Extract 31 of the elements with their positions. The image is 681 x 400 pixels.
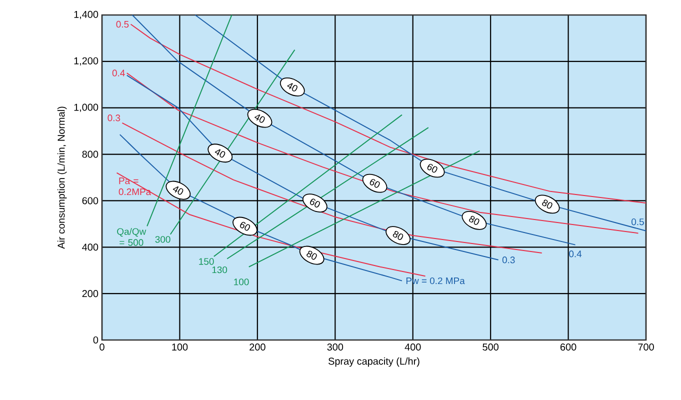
x-tick-label: 400 (404, 344, 421, 351)
y-tick-label: 1,400 (74, 10, 98, 20)
series-label: 0.5 (632, 218, 644, 226)
y-tick-label: 0 (93, 336, 98, 344)
line-series (194, 14, 646, 232)
x-tick-label: 700 (638, 344, 654, 351)
series-label: 150 (199, 258, 214, 265)
y-tick-label: 600 (82, 197, 98, 204)
x-tick-label: 300 (327, 344, 344, 351)
series-label: Pa = 0.2MPa (118, 178, 152, 196)
x-tick-label: 500 (482, 344, 498, 351)
y-tick-label: 1,200 (74, 57, 98, 66)
x-tick-label: 0 (100, 344, 104, 351)
series-label: 300 (155, 236, 170, 243)
series-label: 0.3 (108, 114, 120, 122)
y-tick-label: 1,000 (74, 104, 98, 112)
series-label: 100 (234, 278, 249, 286)
y-tick-label: 200 (82, 290, 98, 298)
y-tick-label: 400 (82, 244, 98, 251)
series-label: 0.3 (502, 256, 515, 264)
series-label: 0.4 (569, 250, 582, 258)
x-axis-title: Spray capacity (L/hr) (328, 357, 420, 367)
y-tick-label: 800 (82, 150, 98, 158)
x-tick-label: 600 (560, 344, 576, 351)
series-label: 130 (212, 266, 228, 274)
series-label: 0.4 (112, 70, 125, 76)
y-axis-title: Air consumption (L/min, Normal) (57, 106, 67, 249)
x-tick-label: 100 (172, 344, 188, 351)
x-tick-label: 200 (250, 344, 266, 351)
series-label: Qa/Qw = 500 (117, 228, 146, 246)
series-label: 0.5 (116, 20, 129, 28)
